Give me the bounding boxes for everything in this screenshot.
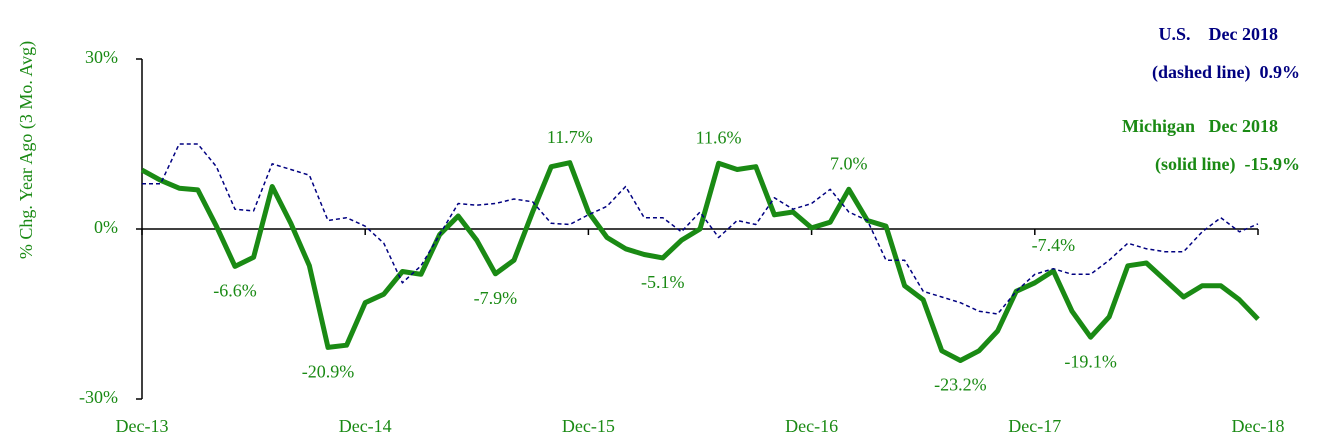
data-label: 11.6% [696, 127, 742, 147]
annotation: Michigan Dec 2018 [1122, 116, 1278, 136]
x-tick-label: Dec-17 [1008, 416, 1061, 436]
x-tick-label: Dec-15 [562, 416, 615, 436]
series-line [140, 160, 1260, 363]
data-label: -7.4% [1032, 235, 1076, 255]
data-label: -23.2% [934, 375, 987, 395]
data-label: -20.9% [302, 362, 355, 382]
x-tick-label: Dec-13 [116, 416, 169, 436]
data-label: 11.7% [547, 127, 593, 147]
y-tick-label: -30% [79, 387, 118, 407]
annotation: (dashed line) 0.9% [1152, 62, 1300, 83]
y-tick-label: 30% [85, 47, 118, 67]
x-tick-label: Dec-14 [339, 416, 392, 436]
data-label: -6.6% [213, 281, 257, 301]
data-label: -19.1% [1064, 351, 1117, 371]
y-tick-label: 0% [94, 217, 118, 237]
data-label: -7.9% [474, 288, 518, 308]
data-label: -5.1% [641, 272, 685, 292]
annotation: U.S. Dec 2018 [1159, 24, 1279, 44]
y-axis-label: % Chg. Year Ago (3 Mo. Avg) [16, 41, 37, 259]
series-line [142, 143, 1259, 315]
annotation: (solid line) -15.9% [1155, 154, 1300, 175]
x-tick-label: Dec-16 [785, 416, 838, 436]
data-label: 7.0% [830, 153, 868, 173]
x-tick-label: Dec-18 [1232, 416, 1285, 436]
